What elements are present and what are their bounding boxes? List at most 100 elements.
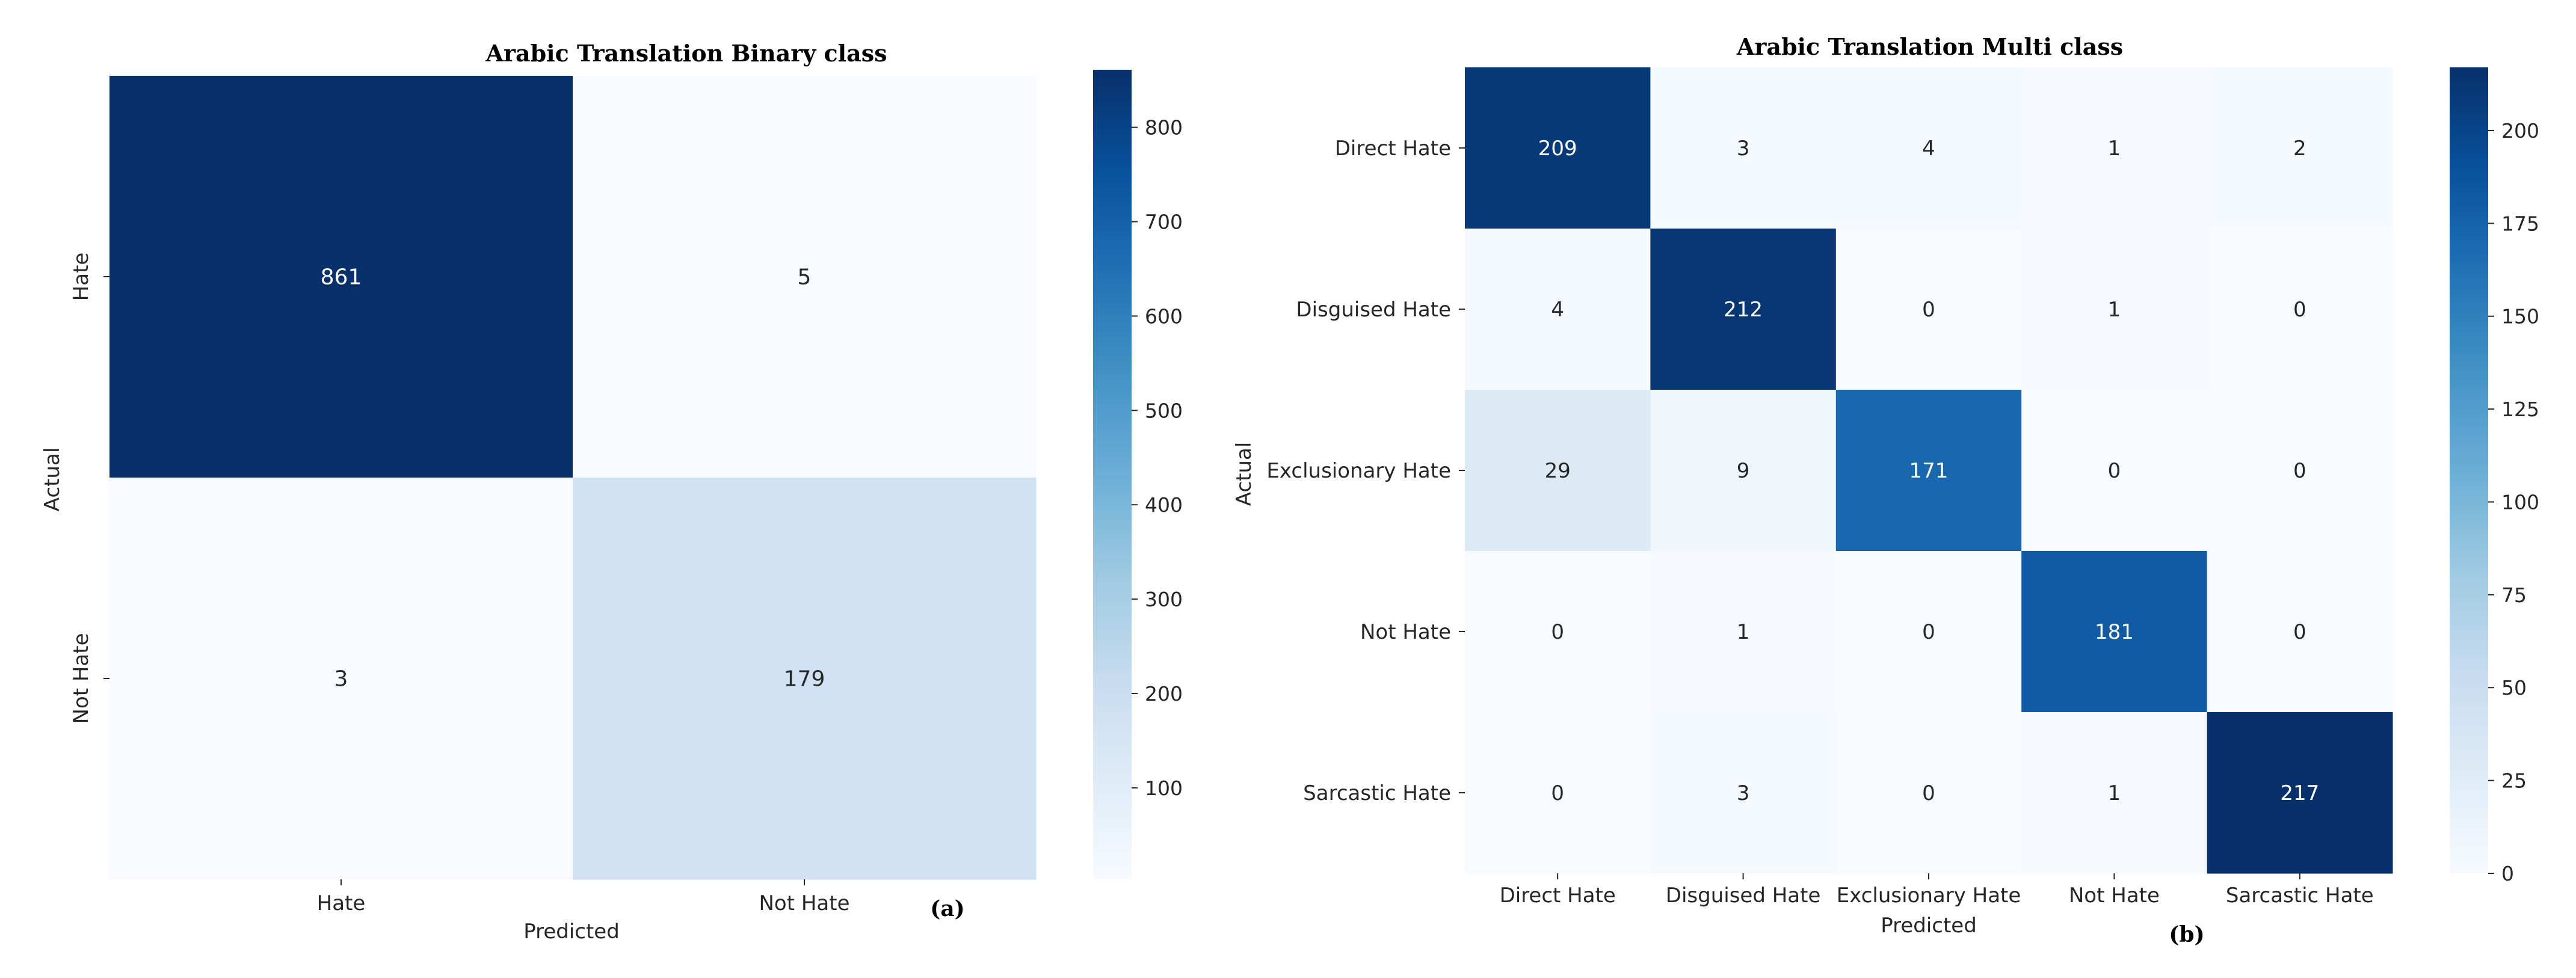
y-tick-labels-a: Hate Not Hate xyxy=(69,253,109,724)
heatmap-cell xyxy=(2021,551,2208,713)
heatmap-cell xyxy=(1465,712,1651,874)
heatmap-cell xyxy=(1835,390,2022,552)
heatmap-cell xyxy=(1835,67,2022,229)
cell-value-label: 181 xyxy=(2095,620,2134,644)
y-tick-labels-b: Direct Hate Disguised Hate Exclusionary Ha… xyxy=(1266,137,1465,805)
cell-value-label: 0 xyxy=(1922,620,1935,644)
y-tick-label: Direct Hate xyxy=(1335,137,1451,161)
cell-value-label: 179 xyxy=(784,667,825,692)
x-tick-label: Hate xyxy=(317,891,366,915)
x-tick-labels-b: Direct Hate Disguised Hate Exclusionary Ha… xyxy=(1500,873,2374,908)
colorbar-tick-label: 200 xyxy=(1145,682,1183,706)
cell-value-label: 29 xyxy=(1545,459,1571,483)
y-tick-label: Exclusionary Hate xyxy=(1266,459,1451,483)
colorbar-ticks-a: 100 200 300 400 500 600 700 800 xyxy=(1132,116,1183,800)
cell-value-label: 3 xyxy=(334,667,348,692)
cell-value-label: 171 xyxy=(1909,459,1949,483)
cell-value-label: 9 xyxy=(1737,459,1750,483)
heatmap-panel-b: Arabic Translation Multi class 209 3 4 1 2 4 2… xyxy=(1232,33,2539,947)
y-tick-label: Disguised Hate xyxy=(1296,298,1451,322)
heatmap-cell xyxy=(1650,229,1837,390)
panel-label-a: (a) xyxy=(930,896,964,921)
cell-value-label: 0 xyxy=(1551,781,1564,805)
colorbar-tick-label: 0 xyxy=(2501,862,2514,885)
heatmap-cell xyxy=(1835,712,2022,874)
x-axis-label-b: Predicted xyxy=(1881,914,1977,938)
chart-title-a: Arabic Translation Binary class xyxy=(485,40,887,67)
colorbar-a: 100 200 300 400 500 600 700 800 xyxy=(1093,70,1183,879)
cell-value-label: 1 xyxy=(2108,298,2121,322)
cell-value-label: 861 xyxy=(321,265,362,290)
heatmap-cell xyxy=(109,478,573,880)
x-tick-label: Disguised Hate xyxy=(1666,884,1821,908)
cell-value-label: 1 xyxy=(2108,781,2121,805)
x-tick-label: Not Hate xyxy=(759,891,849,915)
colorbar-tick-label: 100 xyxy=(1145,777,1183,800)
colorbar-tick-label: 125 xyxy=(2501,398,2539,421)
x-tick-label: Direct Hate xyxy=(1500,884,1616,908)
heatmap-cells-a: 861 5 3 179 xyxy=(109,76,1037,880)
colorbar-tick-label: 600 xyxy=(1145,304,1183,328)
heatmap-cell xyxy=(2207,390,2393,552)
heatmap-cell xyxy=(2207,67,2393,229)
heatmap-cell xyxy=(1465,67,1651,229)
colorbar-tick-label: 800 xyxy=(1145,116,1183,140)
heatmap-cell xyxy=(1650,551,1837,713)
cell-value-label: 0 xyxy=(2293,459,2306,483)
heatmap-cell xyxy=(2021,229,2208,390)
heatmap-cell xyxy=(1465,551,1651,713)
heatmap-cell xyxy=(1650,712,1837,874)
colorbar-tick-label: 500 xyxy=(1145,399,1183,422)
colorbar-tick-label: 200 xyxy=(2501,119,2539,143)
x-tick-label: Sarcastic Hate xyxy=(2226,884,2374,908)
cell-value-label: 4 xyxy=(1551,298,1564,322)
heatmap-cell xyxy=(2207,229,2393,390)
panel-label-b: (b) xyxy=(2169,922,2204,947)
colorbar-gradient-b xyxy=(2450,67,2488,873)
x-tick-label: Exclusionary Hate xyxy=(1837,884,2021,908)
colorbar-ticks-b: 0 25 50 75 100 125 150 175 200 xyxy=(2488,119,2539,885)
y-tick-label: Not Hate xyxy=(1360,620,1451,644)
y-axis-label-b: Actual xyxy=(1232,442,1256,506)
cell-value-label: 1 xyxy=(2108,137,2121,161)
cell-value-label: 3 xyxy=(1737,781,1750,805)
heatmap-cell xyxy=(1835,229,2022,390)
cell-value-label: 209 xyxy=(1538,137,1577,161)
cell-value-label: 0 xyxy=(1922,298,1935,322)
colorbar-tick-label: 25 xyxy=(2501,769,2527,793)
cell-value-label: 1 xyxy=(1737,620,1750,644)
cell-value-label: 217 xyxy=(2280,781,2319,805)
cell-value-label: 212 xyxy=(1724,298,1763,322)
heatmap-cell xyxy=(2021,712,2208,874)
y-tick-label: Sarcastic Hate xyxy=(1303,781,1451,805)
heatmap-cells-b: 209 3 4 1 2 4 212 0 1 0 29 9 171 0 0 0 1 0 181 0 0 3 0 1 217 xyxy=(1465,67,2393,874)
heatmap-cell xyxy=(2021,390,2208,552)
cell-value-label: 0 xyxy=(1922,781,1935,805)
cell-value-label: 2 xyxy=(2293,137,2306,161)
heatmap-cell xyxy=(573,478,1037,880)
colorbar-tick-label: 400 xyxy=(1145,493,1183,517)
x-axis-label-a: Predicted xyxy=(523,920,620,944)
heatmap-cell xyxy=(2207,712,2393,874)
y-tick-label: Hate xyxy=(69,253,93,301)
heatmap-panel-a: Arabic Translation Binary class 861 5 3 179… xyxy=(40,40,1183,944)
cell-value-label: 0 xyxy=(2293,298,2306,322)
cell-value-label: 4 xyxy=(1922,137,1935,161)
colorbar-tick-label: 300 xyxy=(1145,588,1183,611)
chart-title-b: Arabic Translation Multi class xyxy=(1736,33,2123,60)
heatmap-cell xyxy=(2021,67,2208,229)
heatmap-cell xyxy=(1650,390,1837,552)
heatmap-cell xyxy=(1465,229,1651,390)
heatmap-cell xyxy=(2207,551,2393,713)
colorbar-tick-label: 700 xyxy=(1145,211,1183,234)
cell-value-label: 0 xyxy=(2108,459,2121,483)
cell-value-label: 5 xyxy=(798,265,812,290)
heatmap-cell xyxy=(1650,67,1837,229)
heatmap-cell xyxy=(109,76,573,478)
cell-value-label: 0 xyxy=(1551,620,1564,644)
y-axis-label-a: Actual xyxy=(40,447,64,512)
colorbar-tick-label: 150 xyxy=(2501,305,2539,328)
colorbar-tick-label: 50 xyxy=(2501,676,2527,700)
